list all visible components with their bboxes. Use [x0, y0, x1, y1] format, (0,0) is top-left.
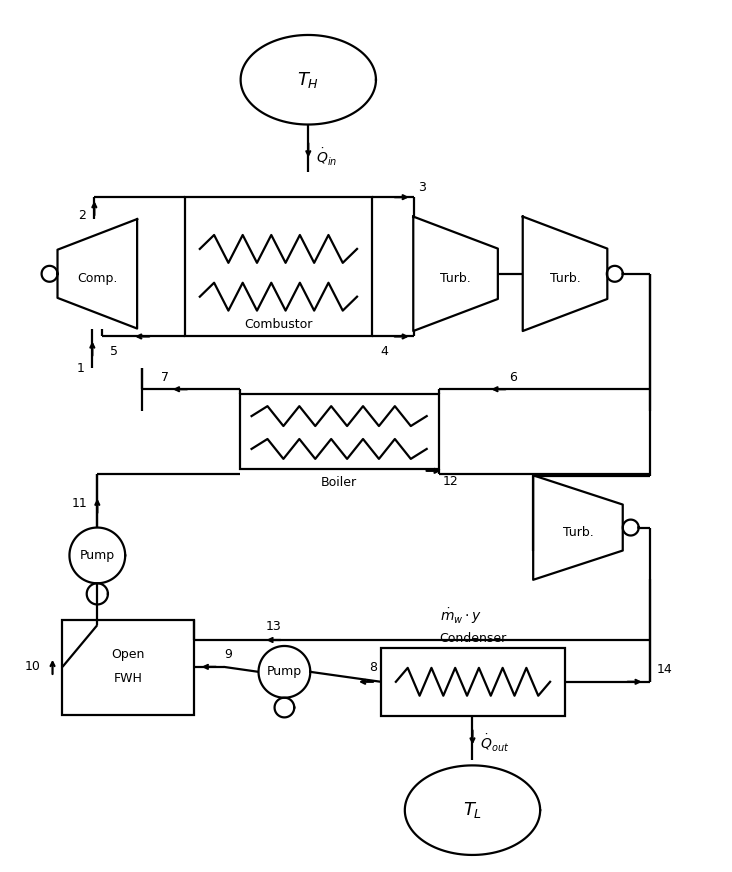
Text: Condenser: Condenser	[439, 631, 506, 644]
Text: Turb.: Turb.	[550, 272, 580, 285]
Text: 10: 10	[25, 660, 40, 673]
Text: FWH: FWH	[113, 672, 143, 685]
Text: 4: 4	[380, 345, 388, 358]
Text: 14: 14	[657, 664, 673, 677]
Text: 6: 6	[509, 371, 518, 384]
Text: 11: 11	[72, 497, 87, 510]
Text: 12: 12	[443, 475, 458, 488]
Text: 3: 3	[418, 181, 426, 194]
Bar	[62, 620, 194, 715]
Text: 5: 5	[111, 345, 119, 358]
Text: Turb.: Turb.	[440, 272, 471, 285]
Text: $\dot{Q}_{in}$: $\dot{Q}_{in}$	[316, 146, 337, 168]
Text: 9: 9	[225, 649, 233, 662]
Text: 1: 1	[76, 362, 84, 375]
Text: 13: 13	[266, 620, 281, 632]
Text: $\dot{m}_w \cdot y$: $\dot{m}_w \cdot y$	[441, 606, 482, 626]
Bar	[381, 648, 565, 716]
Bar	[185, 197, 372, 337]
Bar	[239, 394, 438, 469]
Text: 8: 8	[369, 661, 377, 674]
Text: Comp.: Comp.	[77, 272, 118, 285]
Text: Open: Open	[111, 649, 145, 662]
Text: Boiler: Boiler	[321, 476, 357, 489]
Text: Combustor: Combustor	[244, 318, 313, 331]
Text: $\dot{Q}_{out}$: $\dot{Q}_{out}$	[480, 733, 509, 754]
Text: Turb.: Turb.	[563, 526, 594, 539]
Text: Pump: Pump	[80, 548, 115, 562]
Text: 7: 7	[161, 371, 169, 384]
Text: $T_H$: $T_H$	[297, 70, 319, 90]
Text: $T_L$: $T_L$	[463, 800, 482, 821]
Text: Pump: Pump	[267, 665, 302, 678]
Text: 2: 2	[78, 208, 86, 221]
